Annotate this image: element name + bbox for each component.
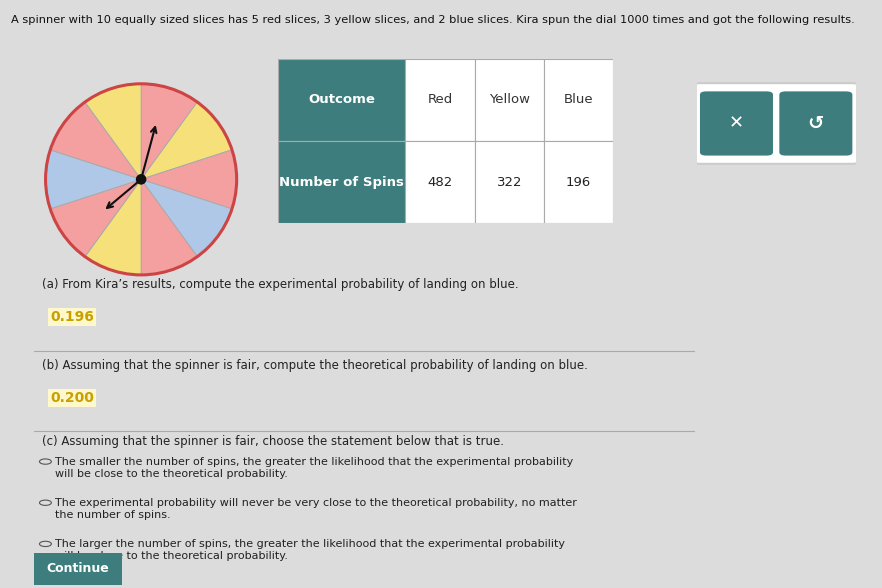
Bar xyxy=(475,141,544,223)
Text: 196: 196 xyxy=(566,176,591,189)
Wedge shape xyxy=(46,150,141,209)
Text: The experimental probability will never be very close to the theoretical probabi: The experimental probability will never … xyxy=(55,498,577,520)
Circle shape xyxy=(137,175,146,184)
Bar xyxy=(278,59,405,141)
Text: Continue: Continue xyxy=(46,562,109,576)
Text: The smaller the number of spins, the greater the likelihood that the experimenta: The smaller the number of spins, the gre… xyxy=(55,457,573,479)
Text: Red: Red xyxy=(427,93,452,106)
Wedge shape xyxy=(141,102,232,179)
Text: (c) Assuming that the spinner is fair, choose the statement below that is true.: (c) Assuming that the spinner is fair, c… xyxy=(42,435,505,448)
Text: 0.200: 0.200 xyxy=(50,391,93,405)
Text: 0.196: 0.196 xyxy=(50,310,93,324)
FancyBboxPatch shape xyxy=(29,551,126,587)
Text: ✕: ✕ xyxy=(729,115,744,132)
Text: ↺: ↺ xyxy=(808,114,824,133)
Wedge shape xyxy=(141,83,198,179)
Text: 482: 482 xyxy=(427,176,452,189)
Bar xyxy=(475,59,544,141)
Bar xyxy=(405,59,475,141)
Text: Blue: Blue xyxy=(564,93,594,106)
Wedge shape xyxy=(141,150,236,209)
Wedge shape xyxy=(50,102,141,179)
FancyBboxPatch shape xyxy=(700,91,773,156)
Text: Number of Spins: Number of Spins xyxy=(279,176,404,189)
Bar xyxy=(405,141,475,223)
Wedge shape xyxy=(141,179,232,256)
Text: (a) From Kira’s results, compute the experimental probability of landing on blue: (a) From Kira’s results, compute the exp… xyxy=(42,278,519,291)
Text: Outcome: Outcome xyxy=(308,93,375,106)
Wedge shape xyxy=(85,179,141,275)
Text: A spinner with 10 equally sized slices has 5 red slices, 3 yellow slices, and 2 : A spinner with 10 equally sized slices h… xyxy=(11,15,855,25)
Bar xyxy=(544,141,613,223)
Text: Yellow: Yellow xyxy=(489,93,530,106)
FancyBboxPatch shape xyxy=(780,91,852,156)
Wedge shape xyxy=(141,179,198,275)
Text: 322: 322 xyxy=(497,176,522,189)
Bar xyxy=(278,141,405,223)
Text: The larger the number of spins, the greater the likelihood that the experimental: The larger the number of spins, the grea… xyxy=(55,540,564,561)
Bar xyxy=(544,59,613,141)
Wedge shape xyxy=(85,83,141,179)
FancyBboxPatch shape xyxy=(693,83,859,164)
Wedge shape xyxy=(50,179,141,256)
Text: (b) Assuming that the spinner is fair, compute the theoretical probability of la: (b) Assuming that the spinner is fair, c… xyxy=(42,359,588,372)
